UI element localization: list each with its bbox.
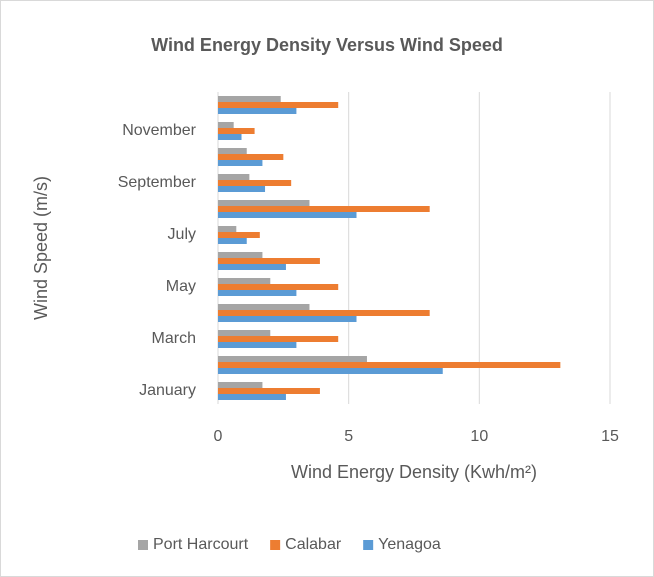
legend-swatch (270, 540, 281, 550)
bar (218, 108, 297, 114)
bar (218, 368, 443, 374)
bar (218, 122, 234, 128)
bar (218, 330, 271, 336)
y-tick-label: September (118, 174, 197, 191)
bar (218, 186, 266, 192)
bar (218, 102, 339, 108)
bar (218, 278, 271, 284)
legend-label: Port Harcourt (153, 536, 249, 553)
bar (218, 154, 284, 160)
y-tick-label: May (166, 278, 196, 295)
legend-swatch (363, 540, 374, 550)
bar (218, 264, 286, 270)
bar (218, 180, 292, 186)
bar (218, 382, 263, 388)
bar (218, 200, 310, 206)
bar (218, 232, 260, 238)
y-tick-label: March (152, 330, 196, 347)
bar (218, 342, 297, 348)
bar (218, 316, 357, 322)
bar (218, 258, 320, 264)
bar (218, 356, 367, 362)
bar (218, 134, 242, 140)
x-tick-label: 5 (344, 428, 353, 445)
x-axis-title: Wind Energy Density (Kwh/m²) (291, 462, 537, 482)
bar (218, 336, 339, 342)
x-tick-label: 0 (214, 428, 223, 445)
y-tick-label: November (122, 122, 196, 139)
bar (218, 160, 263, 166)
bar (218, 362, 561, 368)
y-tick-label: July (168, 226, 196, 243)
bar (218, 128, 255, 134)
x-tick-label: 15 (601, 428, 619, 445)
y-tick-label: January (139, 382, 196, 399)
bar (218, 394, 286, 400)
bar (218, 96, 281, 102)
bar (218, 174, 250, 180)
bar (218, 388, 320, 394)
bar (218, 226, 237, 232)
bar (218, 238, 247, 244)
bar (218, 310, 430, 316)
bar (218, 252, 263, 258)
y-axis-title: Wind Speed (m/s) (31, 176, 51, 320)
bar (218, 206, 430, 212)
bar (218, 284, 339, 290)
legend-label: Calabar (285, 536, 342, 553)
legend-swatch (138, 540, 148, 550)
bar (218, 148, 247, 154)
bar (218, 212, 357, 218)
bar (218, 290, 297, 296)
bar (218, 304, 310, 310)
x-tick-label: 10 (470, 428, 488, 445)
chart-title: Wind Energy Density Versus Wind Speed (151, 35, 503, 55)
legend-label: Yenagoa (378, 536, 441, 553)
